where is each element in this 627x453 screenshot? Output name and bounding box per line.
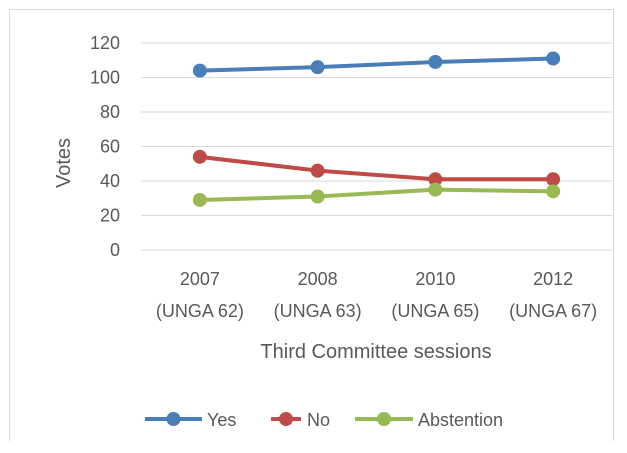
legend-label: No — [307, 410, 330, 430]
y-tick-label: 100 — [90, 68, 120, 88]
chart-frame — [9, 9, 614, 441]
y-axis-ticks: 0 20 40 60 80 100 120 — [90, 33, 120, 260]
series-line — [197, 56, 556, 73]
x-tick-label: 2007 — [180, 269, 220, 289]
x-tick-sublabel: (UNGA 67) — [509, 301, 597, 321]
data-point — [546, 184, 561, 199]
data-point — [546, 172, 561, 187]
data-point — [428, 182, 443, 197]
x-tick-sublabel: (UNGA 62) — [156, 301, 244, 321]
series-line — [197, 187, 556, 202]
data-point — [310, 189, 325, 204]
x-tick-label: 2010 — [415, 269, 455, 289]
y-tick-label: 40 — [100, 171, 120, 191]
legend-item: Abstention — [355, 410, 503, 430]
legend: Yes No Abstention — [145, 410, 503, 430]
data-point — [428, 54, 443, 69]
data-point — [310, 60, 325, 75]
data-point — [310, 163, 325, 178]
gridlines — [141, 42, 612, 251]
legend-swatch-marker — [377, 412, 391, 426]
legend-label: Abstention — [418, 410, 503, 430]
x-tick-sublabel: (UNGA 63) — [274, 301, 362, 321]
x-axis-title: Third Committee sessions — [260, 341, 491, 363]
y-tick-label: 120 — [90, 33, 120, 53]
x-tick-sublabel: (UNGA 65) — [391, 301, 479, 321]
legend-item: Yes — [145, 410, 236, 430]
y-tick-label: 0 — [110, 240, 120, 260]
data-point — [192, 63, 207, 78]
legend-label: Yes — [207, 410, 236, 430]
data-point — [546, 51, 561, 66]
data-point — [192, 192, 207, 207]
x-tick-label: 2008 — [298, 269, 338, 289]
series-group — [192, 51, 561, 207]
legend-swatch-marker — [166, 412, 181, 426]
y-tick-label: 60 — [100, 137, 120, 157]
legend-swatch-marker — [279, 412, 293, 426]
y-axis-title: Votes — [53, 138, 75, 188]
series-no — [192, 149, 561, 187]
series-yes — [192, 51, 561, 78]
x-axis-ticks: 2007 (UNGA 62) 2008 (UNGA 63) 2010 (UNGA 65) 2… — [156, 269, 597, 321]
series-line — [197, 154, 556, 182]
data-point — [192, 149, 207, 164]
x-tick-label: 2012 — [533, 269, 573, 289]
series-abstention — [192, 182, 561, 207]
y-tick-label: 80 — [100, 102, 120, 122]
data-point — [428, 172, 443, 187]
legend-item: No — [271, 410, 330, 430]
y-tick-label: 20 — [100, 206, 120, 226]
